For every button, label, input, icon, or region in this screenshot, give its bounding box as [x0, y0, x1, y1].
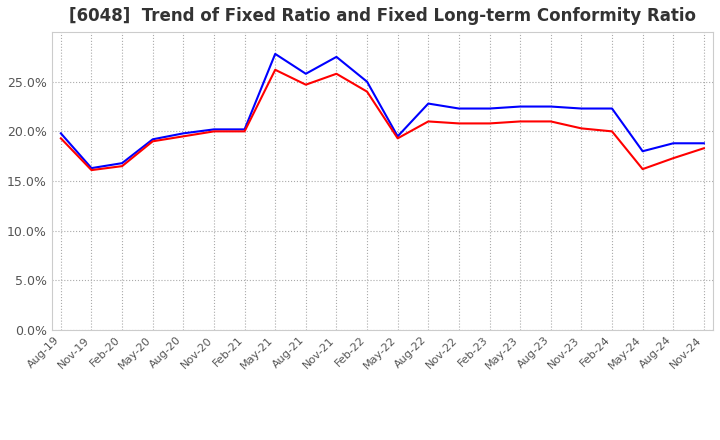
Fixed Long-term Conformity Ratio: [393, 136, 402, 141]
Fixed Long-term Conformity Ratio: [240, 129, 249, 134]
Fixed Long-term Conformity Ratio: [57, 136, 66, 141]
Fixed Ratio: [210, 127, 218, 132]
Fixed Ratio: [639, 149, 647, 154]
Fixed Long-term Conformity Ratio: [700, 146, 708, 151]
Fixed Ratio: [363, 79, 372, 84]
Fixed Ratio: [57, 131, 66, 136]
Fixed Ratio: [454, 106, 463, 111]
Fixed Long-term Conformity Ratio: [546, 119, 555, 124]
Fixed Long-term Conformity Ratio: [179, 134, 188, 139]
Fixed Ratio: [271, 51, 279, 57]
Fixed Long-term Conformity Ratio: [608, 129, 616, 134]
Fixed Long-term Conformity Ratio: [639, 166, 647, 172]
Fixed Long-term Conformity Ratio: [87, 168, 96, 173]
Fixed Long-term Conformity Ratio: [669, 156, 678, 161]
Line: Fixed Ratio: Fixed Ratio: [61, 54, 704, 168]
Fixed Long-term Conformity Ratio: [577, 126, 585, 131]
Fixed Long-term Conformity Ratio: [516, 119, 524, 124]
Fixed Ratio: [332, 54, 341, 59]
Fixed Long-term Conformity Ratio: [302, 82, 310, 87]
Fixed Long-term Conformity Ratio: [210, 129, 218, 134]
Fixed Ratio: [577, 106, 585, 111]
Title: [6048]  Trend of Fixed Ratio and Fixed Long-term Conformity Ratio: [6048] Trend of Fixed Ratio and Fixed Lo…: [69, 7, 696, 25]
Fixed Ratio: [87, 165, 96, 171]
Fixed Ratio: [516, 104, 524, 109]
Fixed Ratio: [302, 71, 310, 77]
Fixed Long-term Conformity Ratio: [271, 67, 279, 73]
Fixed Long-term Conformity Ratio: [118, 164, 127, 169]
Line: Fixed Long-term Conformity Ratio: Fixed Long-term Conformity Ratio: [61, 70, 704, 170]
Fixed Ratio: [700, 141, 708, 146]
Fixed Long-term Conformity Ratio: [454, 121, 463, 126]
Fixed Ratio: [546, 104, 555, 109]
Fixed Ratio: [393, 134, 402, 139]
Fixed Ratio: [179, 131, 188, 136]
Fixed Ratio: [148, 137, 157, 142]
Fixed Ratio: [424, 101, 433, 106]
Fixed Long-term Conformity Ratio: [363, 89, 372, 94]
Fixed Long-term Conformity Ratio: [148, 139, 157, 144]
Fixed Long-term Conformity Ratio: [332, 71, 341, 77]
Fixed Long-term Conformity Ratio: [485, 121, 494, 126]
Fixed Ratio: [118, 161, 127, 166]
Fixed Ratio: [608, 106, 616, 111]
Fixed Ratio: [240, 127, 249, 132]
Fixed Long-term Conformity Ratio: [424, 119, 433, 124]
Fixed Ratio: [485, 106, 494, 111]
Fixed Ratio: [669, 141, 678, 146]
